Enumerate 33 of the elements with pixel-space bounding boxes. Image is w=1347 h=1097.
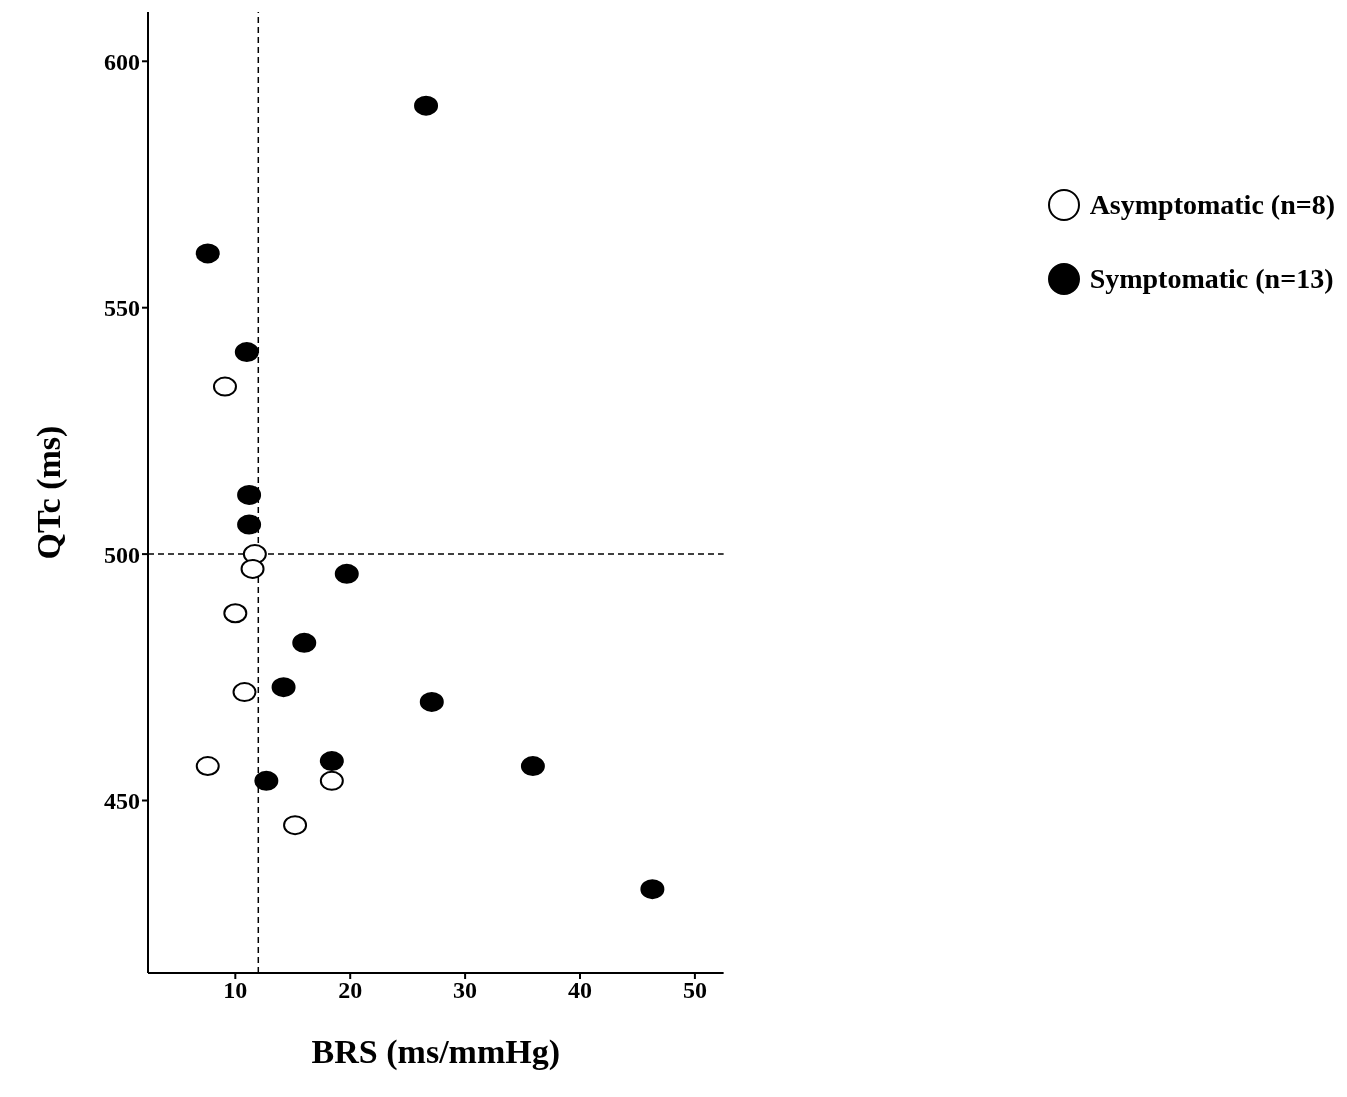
x-axis-title: BRS (ms/mmHg) — [311, 1033, 561, 1071]
point — [195, 243, 220, 264]
y-axis-title: QTc (ms) — [30, 425, 69, 560]
point — [232, 682, 257, 703]
y-tick-label: 550 — [104, 295, 140, 322]
y-tick-label: 450 — [104, 788, 140, 815]
x-tick-label: 50 — [682, 977, 707, 1004]
point — [419, 691, 444, 712]
point — [283, 815, 308, 836]
point — [319, 770, 344, 791]
y-tick-label: 600 — [104, 48, 140, 75]
x-tick-label: 10 — [223, 977, 248, 1004]
point — [520, 756, 545, 777]
point — [640, 879, 665, 900]
point — [212, 376, 237, 397]
x-tick-label: 40 — [568, 977, 593, 1004]
point — [271, 677, 296, 698]
point — [240, 558, 265, 579]
point — [414, 95, 439, 116]
point — [237, 514, 262, 535]
point — [292, 632, 317, 653]
point — [223, 603, 248, 624]
point — [234, 342, 259, 363]
point — [254, 770, 279, 791]
x-tick-label: 30 — [453, 977, 478, 1004]
point — [319, 751, 344, 772]
point — [237, 484, 262, 505]
point — [195, 756, 220, 777]
y-tick-label: 500 — [104, 541, 140, 568]
legend-label: Symptomatic (n=13) — [1089, 263, 1334, 295]
point — [334, 563, 359, 584]
x-tick-label: 20 — [338, 977, 363, 1004]
legend-label: Asymptomatic (n=8) — [1089, 189, 1335, 221]
